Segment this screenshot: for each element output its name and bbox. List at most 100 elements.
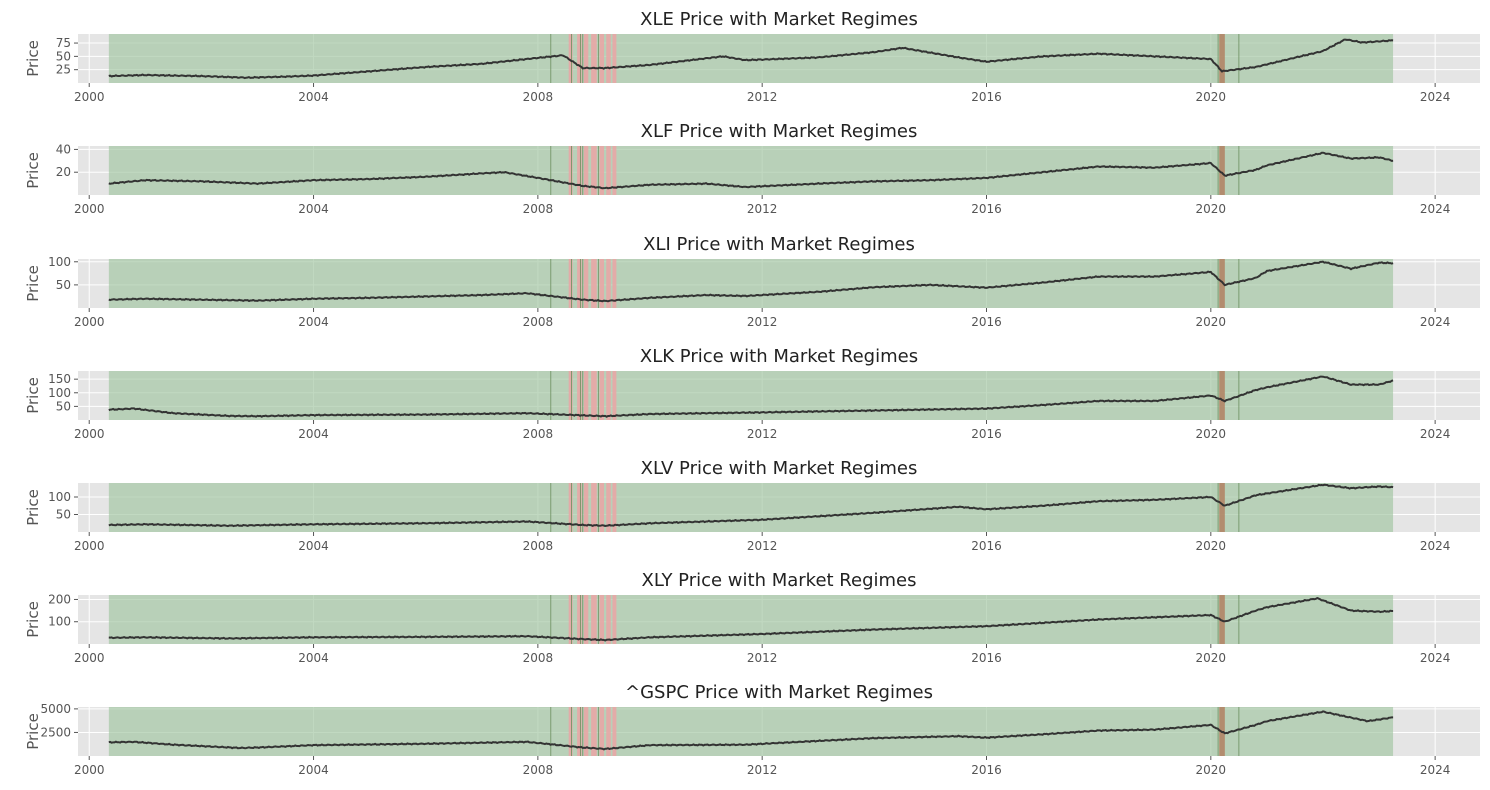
regime-bear-band (591, 146, 597, 195)
x-tick-label: 2012 (747, 90, 778, 104)
panel-1: XLF Price with Market Regimes Price 20 40 20… (24, 121, 1480, 216)
regime-bear-band (1219, 146, 1225, 195)
regime-bear-band (568, 371, 573, 420)
x-tick-label: 2016 (971, 539, 1002, 553)
x-tick-label: 2000 (74, 202, 105, 216)
regime-bear-band (599, 371, 605, 420)
regime-bear-band (606, 595, 611, 644)
x-tick-label: 2004 (298, 90, 329, 104)
regime-bear-band (583, 371, 589, 420)
regime-bear-band (612, 371, 617, 420)
x-tick-label: 2000 (74, 427, 105, 441)
panel-5: XLY Price with Market Regimes Price 100 200… (24, 570, 1480, 665)
panel-title: XLF Price with Market Regimes (641, 121, 918, 142)
regime-bear-band (599, 595, 605, 644)
x-tick-label: 2012 (747, 763, 778, 777)
x-tick-label: 2012 (747, 427, 778, 441)
regime-bear-band (583, 34, 589, 83)
regime-bull-band (108, 707, 1394, 756)
x-tick-label: 2020 (1196, 315, 1227, 329)
regime-bear-band (606, 483, 611, 532)
regime-bear-band (612, 483, 617, 532)
x-tick-label: 2000 (74, 651, 105, 665)
regime-bear-band (591, 371, 597, 420)
price-series-line (108, 375, 1394, 418)
x-tick-label: 2024 (1420, 90, 1451, 104)
regime-bear-band (591, 595, 597, 644)
x-tick-label: 2020 (1196, 202, 1227, 216)
x-tick-label: 2024 (1420, 763, 1451, 777)
panel-title: XLY Price with Market Regimes (641, 570, 916, 591)
x-tick-label: 2012 (747, 202, 778, 216)
x-tick-label: 2024 (1420, 651, 1451, 665)
regime-bear-band (606, 259, 611, 308)
panel-2: XLI Price with Market Regimes Price 50 100 2… (24, 234, 1480, 329)
x-tick-label: 2016 (971, 315, 1002, 329)
regime-bear-band (591, 483, 597, 532)
x-tick-label: 2004 (298, 651, 329, 665)
y-axis-label: Price (24, 265, 42, 302)
regime-bear-band (577, 146, 582, 195)
regime-bear-band (1219, 483, 1225, 532)
x-tick-label: 2016 (971, 427, 1002, 441)
regime-bear-band (577, 371, 582, 420)
regime-bear-band (1219, 371, 1225, 420)
x-tick-label: 2024 (1420, 202, 1451, 216)
regime-bear-band (568, 483, 573, 532)
regime-bear-band (583, 259, 589, 308)
x-tick-label: 2024 (1420, 427, 1451, 441)
regime-bear-band (591, 34, 597, 83)
x-tick-label: 2012 (747, 315, 778, 329)
y-tick-label: 100 (48, 490, 71, 504)
regime-bear-band (568, 707, 573, 756)
regime-bear-band (568, 146, 573, 195)
regime-bear-band (583, 483, 589, 532)
panel-0: XLE Price with Market Regimes Price 255075… (24, 9, 1480, 104)
regime-bear-band (577, 595, 582, 644)
regime-bear-band (577, 34, 582, 83)
y-axis-label: Price (24, 713, 42, 750)
regime-bear-band (568, 34, 573, 83)
price-series-line (108, 710, 1394, 751)
y-tick-label: 5000 (40, 702, 71, 716)
panel-title: XLV Price with Market Regimes (641, 458, 918, 479)
x-tick-label: 2000 (74, 90, 105, 104)
regime-bear-band (599, 146, 605, 195)
regime-bear-band (577, 259, 582, 308)
panel-title: XLE Price with Market Regimes (640, 9, 918, 30)
regime-bear-band (606, 146, 611, 195)
x-tick-label: 2004 (298, 427, 329, 441)
x-tick-label: 2008 (523, 315, 554, 329)
panel-title: XLK Price with Market Regimes (640, 346, 918, 367)
x-tick-label: 2020 (1196, 539, 1227, 553)
x-tick-label: 2012 (747, 539, 778, 553)
y-axis-label: Price (24, 601, 42, 638)
y-tick-label: 2500 (40, 725, 71, 739)
y-tick-label: 200 (48, 592, 71, 606)
x-tick-label: 2008 (523, 763, 554, 777)
regime-bear-band (583, 707, 589, 756)
regime-bear-band (599, 259, 605, 308)
regime-bear-band (606, 371, 611, 420)
y-tick-label: 40 (56, 142, 71, 156)
regime-bear-band (568, 259, 573, 308)
regime-bear-band (599, 34, 605, 83)
y-tick-label: 75 (56, 36, 71, 50)
x-tick-label: 2020 (1196, 763, 1227, 777)
y-tick-label: 100 (48, 386, 71, 400)
regime-bull-band (108, 146, 1394, 195)
price-series-line (108, 38, 1394, 80)
regime-bull-band (108, 595, 1394, 644)
x-tick-label: 2000 (74, 315, 105, 329)
panel-4: XLV Price with Market Regimes Price 50 100 2… (24, 458, 1480, 553)
regime-bear-band (612, 146, 617, 195)
y-axis-label: Price (24, 40, 42, 77)
x-tick-label: 2020 (1196, 651, 1227, 665)
panel-3: XLK Price with Market Regimes Price 501001… (24, 346, 1480, 441)
regime-bear-band (591, 259, 597, 308)
x-tick-label: 2004 (298, 202, 329, 216)
x-tick-label: 2016 (971, 202, 1002, 216)
x-tick-label: 2020 (1196, 427, 1227, 441)
y-tick-label: 50 (56, 278, 71, 292)
